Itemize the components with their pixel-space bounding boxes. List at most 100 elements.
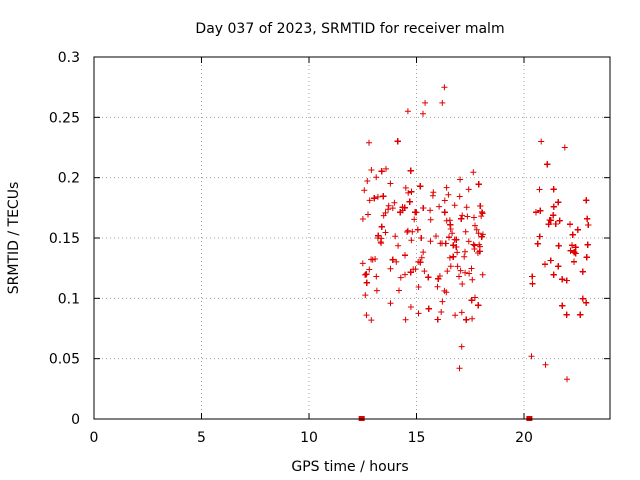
- data-point: [536, 186, 543, 193]
- data-point: [377, 239, 384, 245]
- data-point: [362, 292, 369, 299]
- data-point: [445, 191, 452, 198]
- data-point: [473, 226, 480, 233]
- data-point: [408, 188, 415, 195]
- data-point: [415, 310, 422, 317]
- data-point: [555, 263, 562, 270]
- data-point: [475, 181, 482, 188]
- data-point: [402, 316, 409, 323]
- data-point: [561, 144, 568, 151]
- data-point: [389, 256, 396, 263]
- data-point: [542, 261, 548, 268]
- data-point: [439, 99, 446, 106]
- data-point: [402, 184, 409, 191]
- data-point: [404, 227, 411, 234]
- data-point: [380, 193, 387, 200]
- data-point: [456, 273, 462, 280]
- y-axis-label: SRMTID / TECUs: [6, 182, 22, 295]
- data-point: [550, 212, 557, 219]
- data-point: [459, 212, 466, 219]
- data-point: [363, 271, 370, 278]
- data-point: [427, 238, 434, 245]
- y-tick-label: 0.1: [58, 291, 80, 307]
- data-point: [420, 249, 427, 256]
- data-point: [583, 197, 590, 204]
- data-point: [449, 230, 456, 237]
- data-point: [415, 284, 422, 290]
- data-point: [425, 305, 432, 312]
- data-point: [567, 221, 573, 228]
- data-point: [435, 275, 442, 282]
- data-point: [402, 271, 408, 278]
- data-point: [468, 297, 475, 304]
- data-point: [536, 233, 543, 240]
- data-point: [361, 187, 368, 194]
- data-point: [476, 248, 483, 255]
- data-point: [563, 311, 570, 318]
- data-point: [412, 209, 419, 216]
- data-point: [478, 233, 485, 240]
- chart-title: Day 037 of 2023, SRMTID for receiver mal…: [195, 21, 504, 37]
- data-point: [534, 240, 541, 247]
- data-point: [559, 276, 566, 283]
- data-point: [476, 241, 483, 248]
- data-point: [407, 167, 414, 174]
- data-point: [469, 276, 476, 283]
- data-point: [465, 186, 472, 193]
- data-point: [434, 283, 441, 290]
- data-point: [389, 205, 396, 212]
- data-point: [382, 209, 389, 216]
- data-point: [385, 206, 392, 213]
- data-point: [439, 298, 446, 305]
- data-point: [402, 252, 408, 259]
- data-point: [411, 216, 418, 223]
- data-point: [529, 273, 536, 280]
- data-point: [363, 279, 370, 286]
- data-point: [387, 265, 394, 272]
- data-point: [462, 248, 468, 255]
- data-point: [385, 202, 392, 209]
- data-point: [564, 376, 570, 383]
- data-point: [583, 254, 590, 261]
- data-point: [368, 317, 375, 324]
- data-point: [472, 222, 478, 229]
- x-tick-label: 20: [515, 430, 533, 446]
- x-axis-label: GPS time / hours: [291, 459, 408, 475]
- data-point: [371, 195, 378, 202]
- data-point: [459, 281, 466, 287]
- data-point: [404, 108, 411, 115]
- data-point: [443, 184, 450, 191]
- data-point: [542, 361, 549, 368]
- data-point: [447, 263, 454, 270]
- data-points: [358, 84, 592, 421]
- data-point: [550, 271, 557, 278]
- data-point: [436, 203, 443, 210]
- data-point: [571, 249, 578, 256]
- data-point: [417, 183, 424, 190]
- data-point: [463, 316, 470, 323]
- data-point: [463, 204, 470, 211]
- data-point: [529, 280, 536, 287]
- data-point: [366, 139, 372, 146]
- data-point: [368, 167, 375, 173]
- data-point: [378, 168, 385, 175]
- data-point: [555, 242, 562, 249]
- data-point: [409, 228, 416, 235]
- data-point: [528, 353, 535, 360]
- data-point: [454, 249, 461, 256]
- y-tick-label: 0.15: [49, 231, 80, 247]
- x-tick-label: 10: [300, 430, 318, 446]
- data-point: [387, 300, 394, 307]
- data-point: [470, 241, 477, 248]
- data-point: [425, 274, 432, 281]
- data-point: [574, 226, 581, 233]
- data-point: [420, 110, 426, 117]
- data-point: [373, 174, 380, 181]
- data-point: [577, 311, 584, 318]
- data-point: [461, 253, 468, 260]
- data-point: [545, 221, 552, 228]
- data-point: [453, 236, 460, 243]
- data-point: [547, 257, 554, 264]
- data-point: [404, 229, 411, 235]
- data-point: [397, 209, 404, 216]
